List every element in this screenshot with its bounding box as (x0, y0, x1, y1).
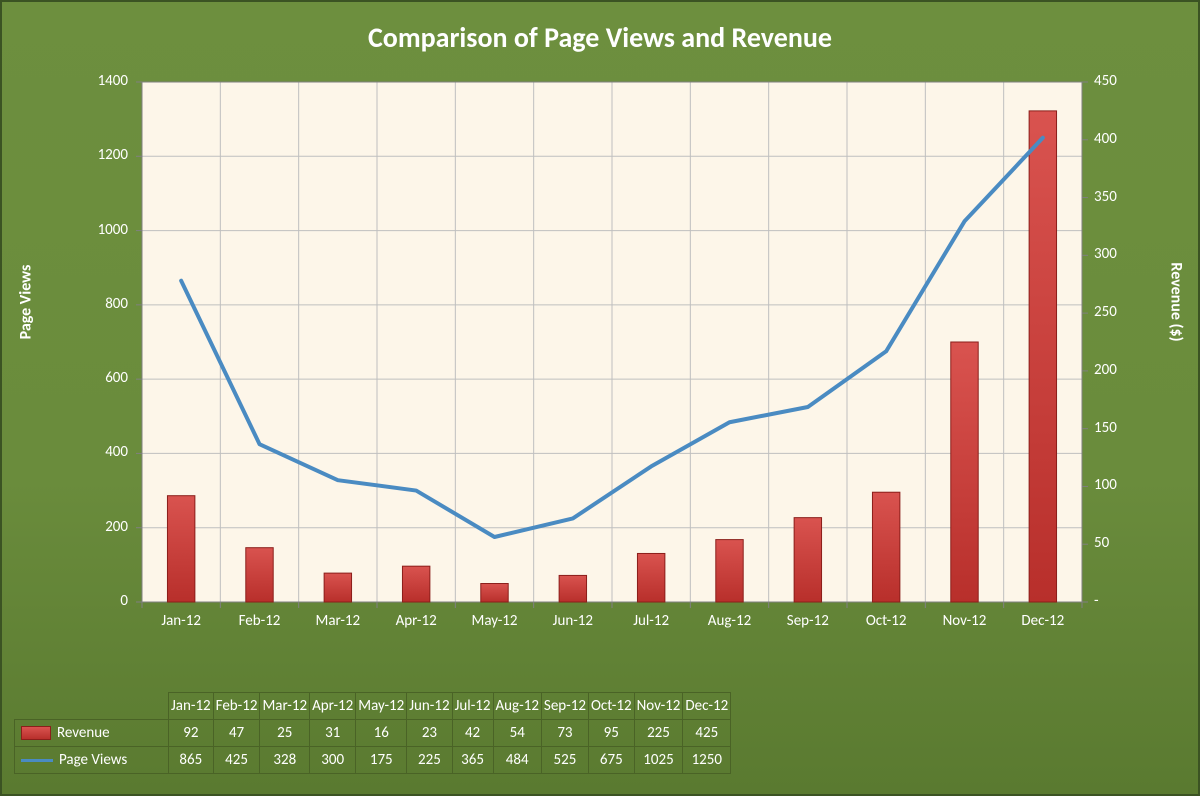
x-category-label: Jun-12 (553, 612, 593, 630)
table-cell: 25 (260, 720, 310, 747)
table-header-row: Jan-12Feb-12Mar-12Apr-12May-12Jun-12Jul-… (15, 693, 731, 720)
left-tick-label: 1200 (98, 146, 128, 164)
bar-swatch-icon (21, 726, 51, 740)
right-tick-label: 250 (1094, 303, 1117, 321)
bar-revenue (637, 553, 664, 602)
table-column-header: Oct-12 (588, 693, 634, 720)
x-category-label: Oct-12 (866, 612, 907, 630)
right-tick-label: 350 (1094, 188, 1117, 206)
table-row-header: Page Views (15, 747, 169, 774)
bar-revenue (324, 573, 351, 602)
x-category-label: Nov-12 (943, 612, 987, 630)
table-cell: 225 (407, 747, 452, 774)
table-row: Revenue 92472531162342547395225425 (15, 720, 731, 747)
table-column-header: Jul-12 (452, 693, 493, 720)
table-column-header: Nov-12 (634, 693, 683, 720)
bar-revenue (872, 492, 899, 602)
bar-revenue (559, 575, 586, 602)
right-tick-label: 300 (1094, 245, 1117, 263)
table-column-header: Mar-12 (260, 693, 310, 720)
table-column-header: Feb-12 (213, 693, 260, 720)
table-corner-cell (15, 693, 169, 720)
table-cell: 425 (683, 720, 731, 747)
data-table: Jan-12Feb-12Mar-12Apr-12May-12Jun-12Jul-… (14, 692, 731, 774)
table-cell: 54 (493, 720, 541, 747)
x-category-label: Dec-12 (1021, 612, 1064, 630)
left-tick-label: 1400 (98, 72, 128, 90)
x-category-label: Sep-12 (787, 612, 829, 630)
bar-revenue (716, 540, 743, 602)
x-category-label: Jan-12 (161, 612, 201, 630)
table-cell: 31 (310, 720, 356, 747)
bar-revenue (167, 496, 194, 602)
table-column-header: May-12 (356, 693, 407, 720)
left-tick-label: 200 (105, 518, 128, 536)
chart-svg (62, 62, 1142, 628)
table-cell: 484 (493, 747, 541, 774)
series-label: Page Views (59, 751, 127, 769)
series-label: Revenue (57, 724, 110, 742)
bar-revenue (951, 342, 978, 602)
chart-title: Comparison of Page Views and Revenue (2, 2, 1198, 59)
table-cell: 865 (169, 747, 214, 774)
table-column-header: Jun-12 (407, 693, 452, 720)
right-tick-label: 150 (1094, 419, 1117, 437)
left-tick-label: 600 (105, 369, 128, 387)
left-tick-label: 800 (105, 295, 128, 313)
right-tick-label: 450 (1094, 72, 1117, 90)
left-tick-label: 400 (105, 443, 128, 461)
table-cell: 328 (260, 747, 310, 774)
table-cell: 16 (356, 720, 407, 747)
right-tick-label: 50 (1094, 534, 1109, 552)
bar-revenue (246, 548, 273, 602)
table-cell: 175 (356, 747, 407, 774)
left-tick-label: 1000 (98, 221, 128, 239)
right-tick-label: 400 (1094, 130, 1117, 148)
table-column-header: Sep-12 (541, 693, 588, 720)
line-swatch-icon (21, 759, 53, 762)
table-cell: 525 (541, 747, 588, 774)
right-axis-label: Revenue ($) (1167, 262, 1186, 341)
right-tick-label: - (1094, 592, 1099, 610)
table-cell: 47 (213, 720, 260, 747)
table-cell: 73 (541, 720, 588, 747)
table-cell: 42 (452, 720, 493, 747)
bar-revenue (481, 584, 508, 602)
table-cell: 95 (588, 720, 634, 747)
x-category-label: Aug-12 (708, 612, 751, 630)
table-cell: 425 (213, 747, 260, 774)
chart-container: Comparison of Page Views and Revenue Pag… (0, 0, 1200, 796)
x-category-label: Feb-12 (239, 612, 281, 630)
table-cell: 23 (407, 720, 452, 747)
table-cell: 1250 (683, 747, 731, 774)
right-tick-label: 200 (1094, 361, 1117, 379)
table-column-header: Jan-12 (169, 693, 214, 720)
table-cell: 300 (310, 747, 356, 774)
x-category-label: Mar-12 (316, 612, 361, 630)
bar-revenue (794, 518, 821, 602)
table-column-header: Apr-12 (310, 693, 356, 720)
table-cell: 365 (452, 747, 493, 774)
table-cell: 1025 (634, 747, 683, 774)
x-category-label: May-12 (472, 612, 518, 630)
table-row: Page Views 865425328300175225365484525675… (15, 747, 731, 774)
bar-revenue (1029, 111, 1056, 602)
table-cell: 92 (169, 720, 214, 747)
table-cell: 225 (634, 720, 683, 747)
left-axis-label: Page Views (17, 265, 36, 340)
table-cell: 675 (588, 747, 634, 774)
x-category-label: Apr-12 (396, 612, 437, 630)
x-category-label: Jul-12 (633, 612, 669, 630)
plot-area-wrap: 0 200 400 600 800 1000 1200 1400 - 50 100 150 200 25… (62, 62, 1138, 628)
table-column-header: Dec-12 (683, 693, 731, 720)
table-row-header: Revenue (15, 720, 169, 747)
right-tick-label: 100 (1094, 476, 1117, 494)
left-tick-label: 0 (120, 592, 128, 610)
table-column-header: Aug-12 (493, 693, 541, 720)
bar-revenue (402, 566, 429, 602)
